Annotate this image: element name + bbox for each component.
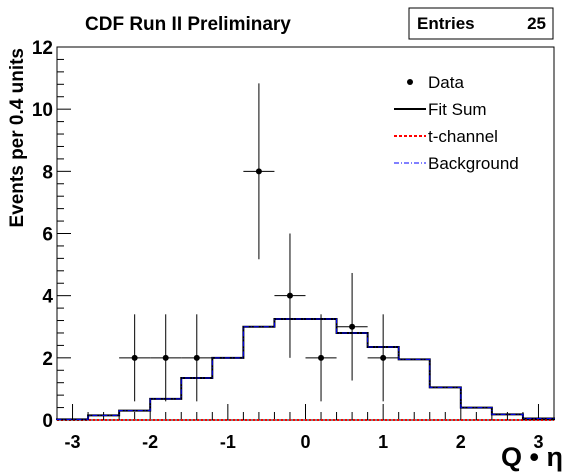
data-point xyxy=(150,314,182,402)
data-marker xyxy=(193,354,200,361)
data-marker xyxy=(318,354,325,361)
legend-entry: Background xyxy=(394,154,519,173)
y-tick-label: 10 xyxy=(32,100,53,121)
x-axis-label: Q • η xyxy=(501,442,563,472)
stats-value: 25 xyxy=(527,14,546,33)
data-marker xyxy=(380,354,387,361)
y-tick-label: 2 xyxy=(42,349,53,370)
y-tick-label: 0 xyxy=(42,411,53,432)
legend-label: Data xyxy=(428,73,464,92)
data-marker xyxy=(162,354,169,361)
legend-entry: Data xyxy=(407,73,464,92)
y-axis-label: Events per 0.4 units xyxy=(7,48,28,228)
x-tick-label: -3 xyxy=(65,432,81,452)
data-point xyxy=(336,272,368,381)
x-tick-label: 3 xyxy=(533,432,543,452)
stats-box xyxy=(408,7,554,40)
x-tick-label: -2 xyxy=(142,432,158,452)
data-points-layer xyxy=(119,83,399,402)
x-tick-label: 0 xyxy=(300,432,310,452)
data-point xyxy=(274,233,306,358)
legend-entry: Fit Sum xyxy=(394,100,487,119)
y-tick-label: 6 xyxy=(42,225,53,246)
data-marker xyxy=(349,323,356,330)
data-point xyxy=(181,314,213,402)
y-tick-label: 12 xyxy=(32,38,53,59)
legend-label: t-channel xyxy=(428,127,498,146)
x-tick-label: 1 xyxy=(378,432,388,452)
chart-title: CDF Run II Preliminary xyxy=(85,14,291,35)
series-layer xyxy=(56,317,555,421)
data-marker xyxy=(255,168,262,175)
y-tick-label: 4 xyxy=(42,287,53,308)
data-marker xyxy=(131,354,138,361)
legend-label: Fit Sum xyxy=(428,100,487,119)
legend: Data Fit Sum t-channel Background xyxy=(394,73,519,173)
y-tick-label: 8 xyxy=(42,162,53,183)
legend-entry: t-channel xyxy=(394,127,498,146)
data-point xyxy=(305,314,337,402)
legend-label: Background xyxy=(428,154,519,173)
background-line xyxy=(56,318,555,420)
legend-marker xyxy=(407,79,413,85)
data-point xyxy=(367,314,399,402)
x-tick-label: -1 xyxy=(220,432,236,452)
data-point xyxy=(119,314,151,402)
x-tick-label: 2 xyxy=(456,432,466,452)
stats-label: Entries xyxy=(417,14,475,33)
data-marker xyxy=(286,292,293,299)
data-point xyxy=(243,83,275,260)
